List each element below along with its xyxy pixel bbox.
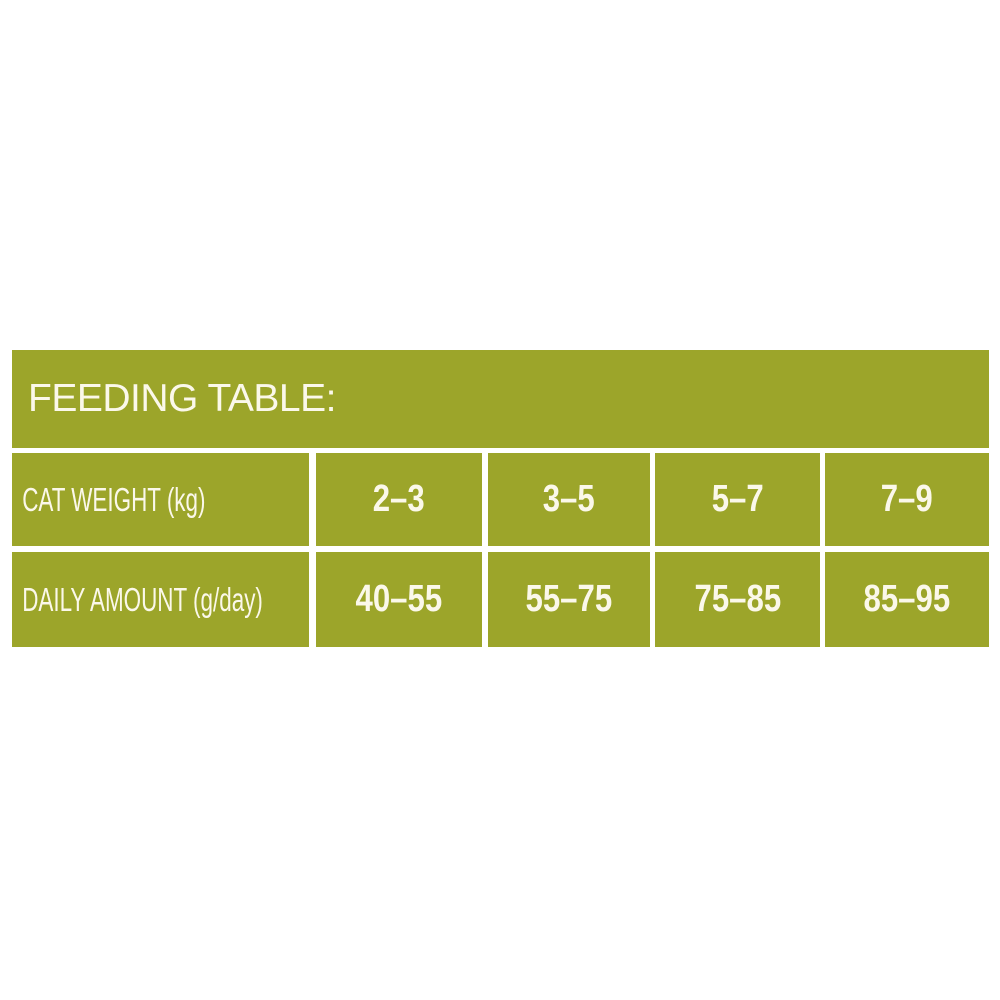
cat-weight-value: 3–5 bbox=[543, 478, 595, 520]
cat-weight-value: 5–7 bbox=[711, 478, 764, 520]
row-label-cell: CAT WEIGHT (kg) bbox=[12, 453, 309, 546]
daily-amount-value: 75–85 bbox=[694, 578, 781, 620]
table-title: FEEDING TABLE: bbox=[28, 377, 336, 420]
row-label-cat-weight: CAT WEIGHT (kg) bbox=[22, 480, 206, 518]
cat-weight-value: 7–9 bbox=[881, 478, 933, 520]
table-cell: 75–85 bbox=[655, 552, 820, 647]
table-title-bar: FEEDING TABLE: bbox=[12, 350, 989, 448]
row-label-daily-amount: DAILY AMOUNT (g/day) bbox=[22, 580, 263, 618]
daily-amount-value: 85–95 bbox=[863, 578, 951, 620]
daily-amount-value: 40–55 bbox=[355, 578, 443, 620]
cat-weight-value: 2–3 bbox=[373, 478, 425, 520]
table-cell: 55–75 bbox=[488, 552, 650, 647]
table-cell: 2–3 bbox=[316, 453, 482, 546]
table-cell: 5–7 bbox=[655, 453, 820, 546]
daily-amount-value: 55–75 bbox=[525, 578, 613, 620]
table-cell: 85–95 bbox=[825, 552, 989, 647]
table-cell: 7–9 bbox=[825, 453, 989, 546]
table-cell: 3–5 bbox=[488, 453, 650, 546]
table-cell: 40–55 bbox=[316, 552, 482, 647]
row-label-cell: DAILY AMOUNT (g/day) bbox=[12, 552, 309, 647]
